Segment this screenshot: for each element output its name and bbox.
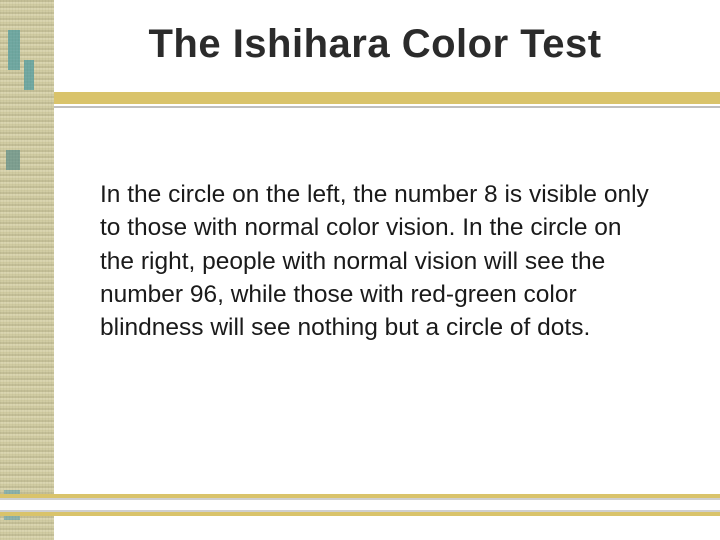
divider-thin-line bbox=[54, 106, 720, 108]
slide-body-text: In the circle on the left, the number 8 … bbox=[100, 178, 660, 345]
left-texture-sidebar bbox=[0, 0, 54, 540]
slide-title: The Ishihara Color Test bbox=[0, 22, 720, 67]
bottom-white-bar bbox=[0, 498, 720, 512]
divider-gold-bar bbox=[54, 92, 720, 104]
